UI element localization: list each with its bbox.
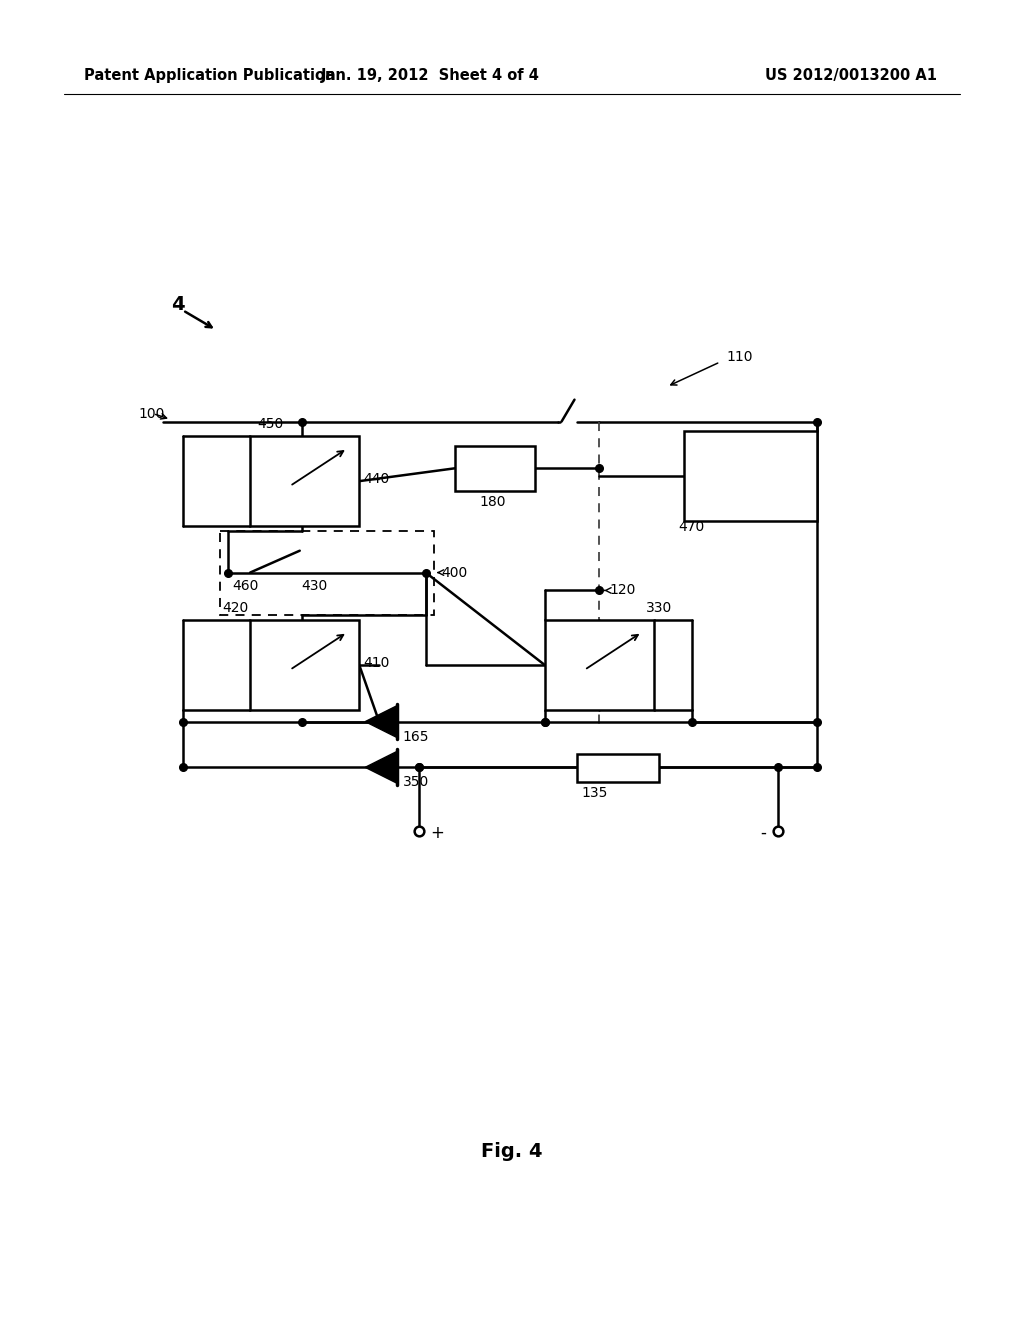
Text: +: + <box>431 824 444 842</box>
Text: 350: 350 <box>402 775 429 789</box>
Bar <box>545 620 654 710</box>
Polygon shape <box>366 706 397 738</box>
Text: 410: 410 <box>364 656 389 671</box>
Text: Patent Application Publication: Patent Application Publication <box>84 69 335 83</box>
Bar <box>456 446 535 491</box>
Text: Jan. 19, 2012  Sheet 4 of 4: Jan. 19, 2012 Sheet 4 of 4 <box>322 69 540 83</box>
Text: 120: 120 <box>609 583 636 598</box>
Text: 135: 135 <box>582 787 608 800</box>
Text: 420: 420 <box>222 602 249 615</box>
Text: 4: 4 <box>171 294 184 314</box>
Text: 100: 100 <box>138 407 165 421</box>
Text: 470: 470 <box>679 520 705 533</box>
Bar <box>684 432 817 521</box>
Text: Fig. 4: Fig. 4 <box>481 1142 543 1162</box>
Text: 110: 110 <box>726 350 753 364</box>
Text: US 2012/0013200 A1: US 2012/0013200 A1 <box>765 69 937 83</box>
Text: 180: 180 <box>480 495 507 510</box>
Polygon shape <box>366 751 397 783</box>
Bar <box>578 755 658 783</box>
Text: 430: 430 <box>302 578 328 593</box>
Text: 450: 450 <box>257 417 284 432</box>
Text: 440: 440 <box>364 473 389 486</box>
Text: 400: 400 <box>441 565 468 579</box>
Bar <box>250 437 359 525</box>
Bar <box>220 531 433 615</box>
Text: -: - <box>760 824 766 842</box>
Text: 165: 165 <box>402 730 429 743</box>
Text: 460: 460 <box>232 578 259 593</box>
Bar <box>250 620 359 710</box>
Text: 330: 330 <box>646 602 672 615</box>
